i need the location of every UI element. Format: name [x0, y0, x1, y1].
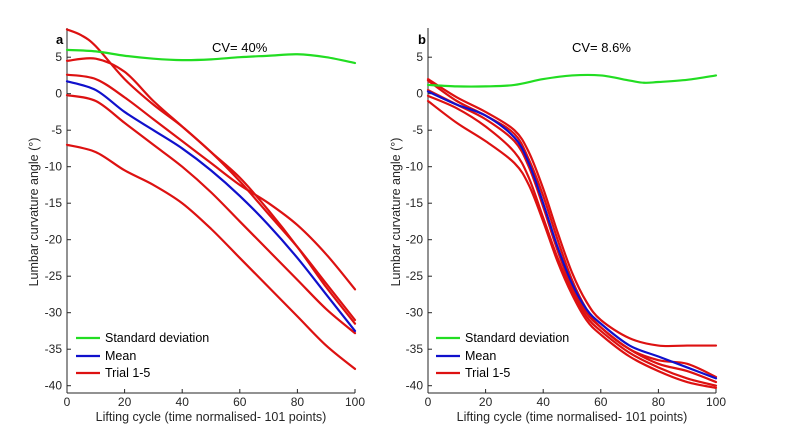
- panel-b-legend: Standard deviation Mean Trial 1-5: [436, 331, 569, 380]
- x-tick-label: 40: [176, 395, 190, 409]
- y-tick-label: -40: [45, 379, 63, 393]
- legend-label-std: Standard deviation: [105, 331, 209, 345]
- y-tick-label: -10: [45, 160, 63, 174]
- series-trial-5-line: [426, 99, 718, 389]
- panel-b-ticks: 0 20 40 60 80 100 5 0 -5 -10 -15 -20 -25 -30 -35 -40: [406, 28, 726, 409]
- series-standard-deviation-line: [426, 73, 718, 88]
- panel-a-lines: [65, 28, 357, 371]
- panel-a-ticks: 0 20 40 60 80 100 5 0 -5 -10 -15 -20 -25 -30 -35 -40: [45, 28, 365, 409]
- legend-label-trials: Trial 1-5: [105, 366, 150, 380]
- series-trial-1-line: [426, 78, 718, 348]
- panel-a: a CV= 40% Lifting cycle (time normalised…: [27, 28, 365, 424]
- y-tick-label: 5: [416, 50, 423, 64]
- panel-b: b CV= 8.6% Lifting cycle (time normalise…: [389, 28, 726, 424]
- y-tick-label: -25: [45, 269, 63, 283]
- y-tick-label: -20: [45, 233, 63, 247]
- series-trial-3-line: [65, 73, 357, 291]
- y-tick-label: -10: [406, 160, 424, 174]
- panel-b-x-axis-title: Lifting cycle (time normalised- 101 poin…: [457, 410, 688, 424]
- x-tick-label: 20: [479, 395, 493, 409]
- series-mean-line: [426, 90, 718, 380]
- x-tick-label: 20: [118, 395, 132, 409]
- x-tick-label: 100: [706, 395, 726, 409]
- series-trial-2-line: [65, 57, 357, 322]
- series-trial-4-line: [65, 94, 357, 335]
- y-tick-label: 5: [55, 50, 62, 64]
- x-tick-label: 60: [233, 395, 247, 409]
- y-tick-label: -30: [406, 306, 424, 320]
- series-mean-line: [65, 80, 357, 333]
- y-tick-label: -35: [406, 342, 424, 356]
- y-tick-label: 0: [55, 87, 62, 101]
- x-tick-label: 80: [652, 395, 666, 409]
- y-tick-label: -15: [45, 196, 63, 210]
- legend-label-std: Standard deviation: [465, 331, 569, 345]
- series-trial-1-line: [65, 28, 357, 325]
- y-tick-label: -25: [406, 269, 424, 283]
- legend-label-mean: Mean: [465, 349, 496, 363]
- y-tick-label: -5: [412, 123, 423, 137]
- legend-label-mean: Mean: [105, 349, 136, 363]
- x-tick-label: 100: [345, 395, 365, 409]
- x-tick-label: 80: [291, 395, 305, 409]
- y-tick-label: 0: [416, 87, 423, 101]
- panel-a-legend: Standard deviation Mean Trial 1-5: [76, 331, 209, 380]
- x-tick-label: 0: [64, 395, 71, 409]
- panel-b-y-axis-title: Lumbar curvature angle (°): [389, 138, 403, 287]
- series-trial-4-line: [426, 94, 718, 387]
- y-tick-label: -40: [406, 379, 424, 393]
- series-trial-3-line: [426, 88, 718, 384]
- panel-b-lines: [426, 73, 718, 389]
- series-trial-5-line: [65, 143, 357, 371]
- y-tick-label: -20: [406, 233, 424, 247]
- legend-label-trials: Trial 1-5: [465, 366, 510, 380]
- panel-a-y-axis-title: Lumbar curvature angle (°): [27, 138, 41, 287]
- x-tick-label: 60: [594, 395, 608, 409]
- panel-a-x-axis-title: Lifting cycle (time normalised- 101 poin…: [96, 410, 327, 424]
- panel-a-letter: a: [56, 32, 64, 47]
- y-tick-label: -5: [51, 123, 62, 137]
- x-tick-label: 0: [425, 395, 432, 409]
- panel-b-cv-annotation: CV= 8.6%: [572, 40, 631, 55]
- y-tick-label: -35: [45, 342, 63, 356]
- panel-a-cv-annotation: CV= 40%: [212, 40, 268, 55]
- y-tick-label: -30: [45, 306, 63, 320]
- y-tick-label: -15: [406, 196, 424, 210]
- series-standard-deviation-line: [65, 48, 357, 65]
- x-tick-label: 40: [537, 395, 551, 409]
- panel-b-letter: b: [418, 32, 426, 47]
